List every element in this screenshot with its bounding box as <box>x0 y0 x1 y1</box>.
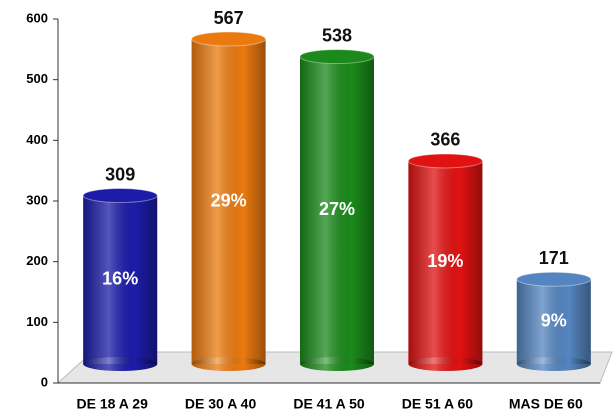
value-label: 309 <box>105 164 135 184</box>
percent-label: 9% <box>541 310 567 330</box>
bar-shade <box>83 195 158 364</box>
y-tick-label: 100 <box>26 314 48 329</box>
bar-shade <box>516 279 591 364</box>
bar-bottom-shade <box>516 357 591 371</box>
bar-top <box>407 153 483 169</box>
y-tick-label: 400 <box>26 132 48 147</box>
percent-label: 16% <box>102 269 138 289</box>
bar-bottom-shade <box>83 357 158 371</box>
bar-top <box>82 188 158 204</box>
bar-bottom-shade <box>191 357 266 371</box>
percent-label: 29% <box>211 190 247 210</box>
y-tick-label: 300 <box>26 192 48 207</box>
y-tick-label: 600 <box>26 10 48 25</box>
x-tick-label: DE 18 A 29 <box>77 396 149 412</box>
bar-bottom-shade <box>300 357 374 371</box>
bar-bottom-shade <box>408 357 483 371</box>
value-label: 366 <box>430 130 460 150</box>
bar-shade <box>408 160 483 364</box>
bar-top <box>191 31 267 47</box>
value-label: 567 <box>214 8 244 28</box>
bar-shade <box>300 56 374 364</box>
bar-top <box>516 271 592 287</box>
y-tick-label: 0 <box>41 374 48 389</box>
bar-top <box>299 49 375 65</box>
percent-label: 27% <box>319 199 355 219</box>
x-tick-label: DE 51 A 60 <box>402 396 474 412</box>
x-tick-label: DE 30 A 40 <box>185 396 257 412</box>
value-label: 538 <box>322 25 352 45</box>
x-tick-label: MAS DE 60 <box>509 396 583 412</box>
x-tick-label: DE 41 A 50 <box>293 396 365 412</box>
y-tick-label: 200 <box>26 253 48 268</box>
y-tick-label: 500 <box>26 71 48 86</box>
bar-shade <box>191 39 266 365</box>
value-label: 171 <box>539 248 569 268</box>
percent-label: 19% <box>427 251 463 271</box>
